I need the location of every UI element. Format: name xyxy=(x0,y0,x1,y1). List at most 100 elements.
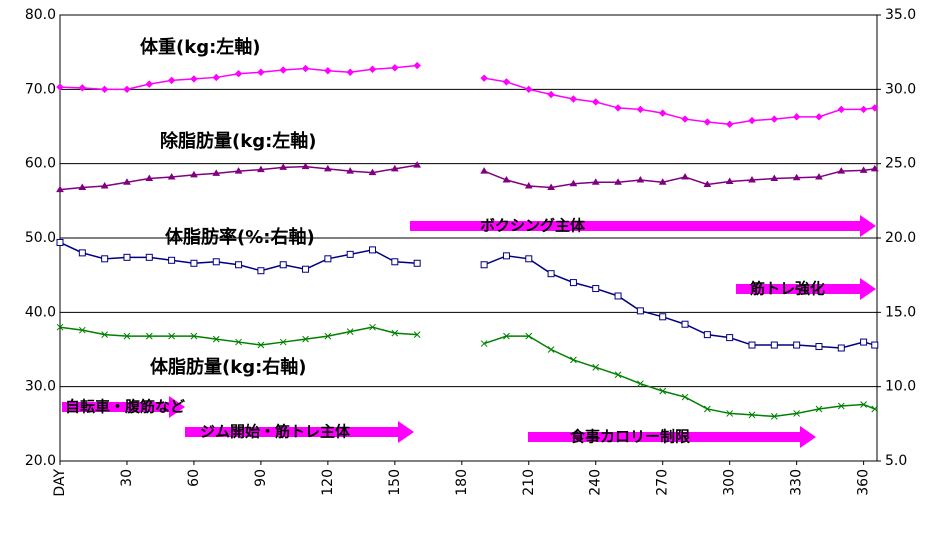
point xyxy=(167,76,176,85)
point xyxy=(235,261,243,269)
point xyxy=(793,341,801,349)
point xyxy=(726,334,734,342)
point xyxy=(859,105,868,114)
point xyxy=(101,331,108,338)
point xyxy=(212,73,220,82)
point xyxy=(871,104,879,112)
point xyxy=(569,179,578,187)
y-tick-label: 50.0 xyxy=(25,230,56,246)
point xyxy=(390,164,399,172)
point xyxy=(502,78,511,86)
x-tick-label: 210 xyxy=(521,469,537,496)
point xyxy=(524,181,533,189)
point xyxy=(323,164,332,172)
point xyxy=(614,371,622,379)
point xyxy=(592,285,600,293)
point xyxy=(56,185,64,193)
point xyxy=(748,411,756,419)
point xyxy=(145,253,153,261)
y2-tick-label: 15.0 xyxy=(885,304,916,320)
point xyxy=(525,255,533,263)
point xyxy=(770,341,778,349)
annotation: 自転車・腹筋など xyxy=(65,398,185,416)
x-tick-label: 30 xyxy=(119,469,135,487)
point xyxy=(190,75,198,83)
point xyxy=(413,331,421,338)
point xyxy=(257,68,265,76)
x-tick-label: 90 xyxy=(253,469,269,487)
point xyxy=(870,164,879,172)
point xyxy=(547,90,555,99)
point xyxy=(480,74,488,82)
point xyxy=(480,261,488,269)
point xyxy=(368,168,377,176)
point xyxy=(302,335,309,343)
point xyxy=(279,261,287,269)
y2-tick-label: 35.0 xyxy=(885,7,916,23)
point xyxy=(56,323,64,331)
point xyxy=(302,265,310,273)
x-tick-label: 240 xyxy=(588,469,604,496)
point xyxy=(346,68,354,76)
series-label: 体脂肪量(kg:右軸) xyxy=(150,356,307,378)
x-tick-label: 150 xyxy=(387,469,403,496)
point xyxy=(301,162,310,170)
point xyxy=(234,70,243,78)
point xyxy=(815,343,823,351)
point xyxy=(100,181,109,189)
y-tick-label: 80.0 xyxy=(25,7,56,23)
point xyxy=(279,66,287,74)
point xyxy=(56,238,64,246)
point xyxy=(815,173,823,180)
point xyxy=(301,64,310,73)
point xyxy=(569,95,578,103)
x-tick-label: 60 xyxy=(186,469,202,487)
point xyxy=(871,341,879,349)
point xyxy=(547,270,555,278)
point xyxy=(123,178,131,185)
annotation-arrow xyxy=(410,215,876,237)
point xyxy=(658,109,667,117)
point xyxy=(525,85,533,94)
point xyxy=(860,401,867,408)
point xyxy=(592,363,600,371)
y-tick-label: 70.0 xyxy=(25,81,56,97)
point xyxy=(725,177,734,185)
point xyxy=(748,116,756,125)
point xyxy=(168,256,176,264)
point xyxy=(502,252,510,260)
annotation: ボクシング主体 xyxy=(480,217,586,235)
point xyxy=(480,340,488,347)
point xyxy=(837,402,845,410)
x-tick-label: 180 xyxy=(454,469,470,496)
point xyxy=(748,176,756,183)
annotation-arrow xyxy=(185,421,414,443)
point xyxy=(257,165,265,173)
y-tick-label: 40.0 xyxy=(25,304,56,320)
x-tick-label: 300 xyxy=(722,469,738,496)
point xyxy=(391,258,399,266)
point xyxy=(78,249,86,257)
point xyxy=(681,320,689,328)
point xyxy=(837,167,846,174)
point xyxy=(167,173,176,180)
point xyxy=(793,410,800,417)
annotation-arrow xyxy=(62,396,185,418)
point xyxy=(369,323,376,331)
point xyxy=(703,180,712,187)
series-label: 体脂肪率(%:右軸) xyxy=(165,226,315,248)
point xyxy=(145,80,153,88)
point xyxy=(570,356,577,364)
point xyxy=(279,163,288,170)
point xyxy=(234,167,243,174)
annotation: ジム開始・筋トレ主体 xyxy=(200,423,351,441)
point xyxy=(78,84,87,92)
point xyxy=(391,64,399,72)
point xyxy=(659,313,667,321)
y2-tick-label: 10.0 xyxy=(885,379,916,395)
point xyxy=(123,332,131,340)
point xyxy=(681,393,689,401)
point xyxy=(703,405,711,413)
annotation-arrow xyxy=(736,278,876,300)
point xyxy=(346,167,355,174)
